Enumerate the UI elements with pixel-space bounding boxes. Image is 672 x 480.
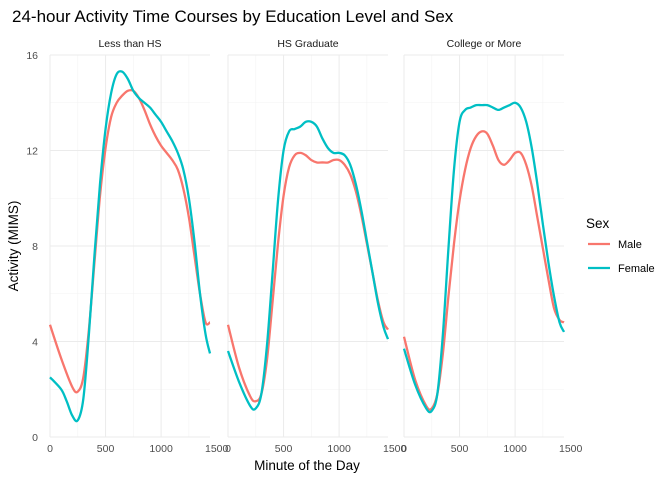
series-line-female (49, 70, 212, 423)
chart-title: 24-hour Activity Time Courses by Educati… (12, 7, 454, 26)
y-tick-label: 8 (32, 241, 38, 253)
panel-3: College or More 0 500 1000 1500 (401, 38, 582, 455)
y-tick-label: 4 (32, 337, 38, 349)
panels-layer: Less than HS 0 500 1000 1500 HS Graduate 0 500 1… (26, 38, 582, 455)
series-line-male (226, 151, 389, 403)
series-line-male (402, 130, 565, 411)
x-tick-label: 500 (97, 443, 115, 455)
x-tick-label: 1000 (149, 443, 173, 455)
legend-entries: Male Female (588, 239, 655, 275)
x-tick-label: 1500 (205, 443, 229, 455)
x-tick-label: 500 (275, 443, 293, 455)
legend-title: Sex (586, 216, 610, 231)
panel-2: HS Graduate 0 500 1000 1500 (225, 38, 406, 455)
x-tick-label: 0 (401, 443, 407, 455)
legend-label-male: Male (618, 239, 642, 251)
panel-1: Less than HS 0 500 1000 1500 (47, 38, 228, 455)
x-tick-label: 500 (451, 443, 469, 455)
legend: Sex Male Female (586, 216, 655, 275)
x-tick-label: 1000 (327, 443, 351, 455)
series-line-female (226, 120, 390, 411)
x-axis-title: Minute of the Day (254, 458, 360, 473)
y-tick-label: 12 (26, 146, 38, 158)
y-axis-title: Activity (MIMS) (6, 201, 21, 292)
x-tick-label: 1500 (383, 443, 407, 455)
series-line-female (402, 101, 566, 414)
series-line-male (48, 88, 211, 394)
x-tick-label: 0 (225, 443, 231, 455)
y-tick-label: 0 (32, 432, 38, 444)
x-tick-label: 1500 (559, 443, 583, 455)
x-tick-label: 1000 (503, 443, 527, 455)
facet-strip-label: HS Graduate (277, 38, 338, 50)
y-tick-label: 16 (26, 50, 38, 62)
facet-strip-label: Less than HS (98, 38, 161, 50)
x-tick-label: 0 (47, 443, 53, 455)
legend-label-female: Female (618, 263, 655, 275)
facet-strip-label: College or More (447, 38, 522, 50)
